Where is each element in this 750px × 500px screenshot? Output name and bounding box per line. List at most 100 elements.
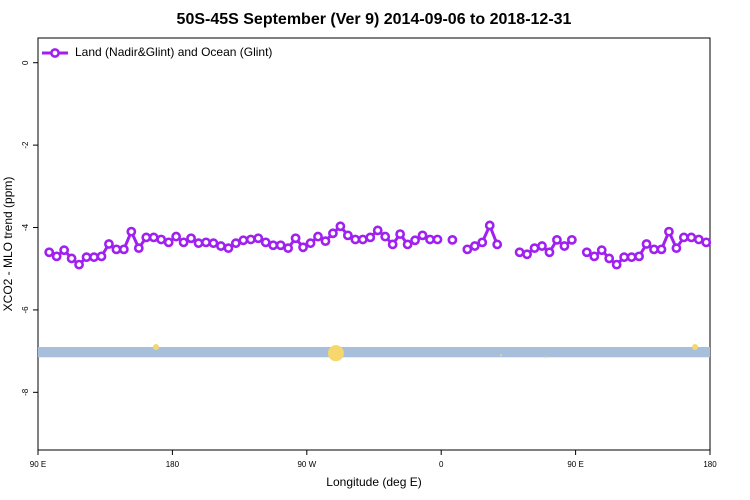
point [693,234,704,245]
point [193,238,204,249]
point [581,247,592,258]
point [544,247,555,258]
point [260,237,271,248]
point [223,243,234,254]
point [365,232,376,243]
point [484,220,495,231]
point [305,238,316,249]
point [178,237,189,248]
point [171,231,182,242]
point [350,234,361,245]
point [678,232,689,243]
point [342,230,353,241]
x-axis-label: Longitude (deg E) [326,475,421,489]
x-tick-label: 0 [439,460,444,469]
point [74,259,84,270]
point [253,233,264,244]
point [596,245,607,256]
point [402,239,413,250]
point [59,245,70,256]
point [537,241,547,251]
point [425,234,435,245]
point [111,244,122,255]
y-tick-label: -4 [21,223,30,231]
y-tick-label: -6 [21,306,30,314]
point [201,237,211,248]
marker-dot [692,344,699,350]
x-tick-label: 180 [166,460,180,469]
point [313,231,323,242]
point [141,232,152,243]
point [552,234,562,245]
point [283,243,294,254]
legend-label: Land (Nadir&Glint) and Ocean (Glint) [75,45,272,59]
point [208,238,219,249]
y-tick-label: 0 [21,60,30,65]
point [380,231,391,242]
point [44,247,55,258]
x-tick-label: 90 E [567,460,583,469]
point [66,253,77,264]
point [335,221,346,232]
point [148,232,159,243]
marker-dot [544,356,547,359]
point [649,244,659,255]
point [566,234,577,245]
band [38,347,710,358]
point [671,243,682,254]
y-axis-label: XCO2 - MLO trend (ppm) [1,177,15,312]
point [514,247,525,258]
point [432,234,443,245]
point [328,228,338,239]
marker-dot [327,345,344,362]
point [462,244,473,255]
point [417,230,428,241]
point [51,251,62,262]
point [104,239,114,249]
point [604,253,615,264]
point [395,229,406,240]
point [641,239,652,249]
x-tick-label: 180 [703,460,717,469]
point [245,234,256,245]
point [290,233,301,244]
chart-title: 50S-45S September (Ver 9) 2014-09-06 to … [177,11,572,28]
point [275,240,286,251]
point [230,238,241,249]
point [701,237,712,248]
point [686,232,697,243]
point [387,239,398,250]
point [410,235,420,246]
point [118,244,129,255]
point [238,235,249,246]
legend-marker [50,48,60,58]
point [626,252,637,263]
x-tick-label: 90 W [297,460,316,469]
point [589,251,600,262]
point [634,251,644,262]
point [477,237,488,248]
point [133,243,144,254]
point [298,242,308,253]
point [186,233,196,244]
point [216,241,226,251]
point [89,252,99,263]
point [81,252,92,263]
point [372,225,383,236]
y-tick-label: -8 [21,388,30,396]
point [96,251,107,262]
point [447,234,458,245]
x-tick-label: 90 E [30,460,46,469]
point [469,241,480,251]
point [492,239,503,250]
point [559,241,570,251]
point [163,237,174,248]
point [156,234,167,245]
point [268,240,279,251]
marker-dot [152,344,159,350]
point [126,226,137,237]
point [529,243,540,254]
point [656,244,667,255]
point [357,234,368,245]
